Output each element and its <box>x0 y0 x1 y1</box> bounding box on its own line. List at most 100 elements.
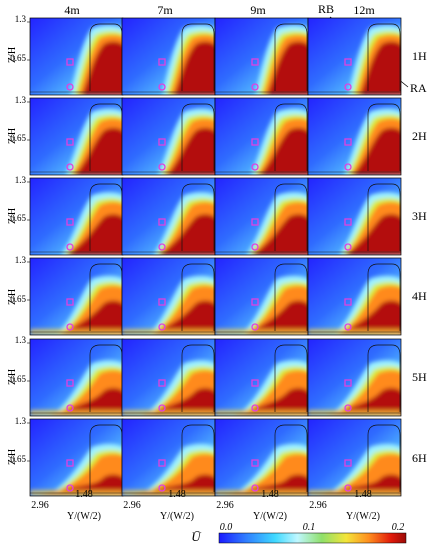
contour-panel <box>214 418 309 497</box>
square-marker <box>344 138 352 146</box>
x-axis-title: Y/(W/2) <box>67 511 101 522</box>
rib-outline <box>367 344 401 412</box>
rib-outline <box>89 263 123 331</box>
contour-panel <box>307 177 402 256</box>
x-tick-2-96: 2.96 <box>123 500 141 511</box>
x-axis-title: Y/(W/2) <box>253 511 287 522</box>
rib-outline <box>181 263 215 331</box>
rib-outline <box>181 23 215 91</box>
square-marker <box>66 218 74 226</box>
contour-panel <box>27 17 124 96</box>
square-marker <box>158 379 166 387</box>
circle-marker <box>158 404 166 412</box>
y-tick-1-3: 1.3 <box>15 416 27 426</box>
row-label-6h: 6H <box>412 451 427 465</box>
circle-marker <box>251 323 259 331</box>
panel-frame <box>307 418 402 497</box>
square-marker <box>344 58 352 66</box>
column-header-7m: 7m <box>157 3 173 17</box>
y-axis-title: Z/H <box>7 289 18 305</box>
contour-panel <box>121 418 216 497</box>
circle-marker <box>344 243 352 251</box>
y-tick-1-3: 1.3 <box>15 95 27 105</box>
rib-outline <box>89 424 123 492</box>
contour-panel <box>214 97 309 176</box>
row-label-5h: 5H <box>412 370 427 384</box>
y-tick-1-3: 1.3 <box>15 335 27 345</box>
contour-panel <box>214 17 309 96</box>
rib-outline <box>89 103 123 171</box>
circle-marker <box>158 163 166 171</box>
y-axis-labels: Z/H 1.3 0.65 Z/H 1.3 0.65 Z/H 1.3 0.65 Z… <box>7 14 27 465</box>
contour-panel <box>121 177 216 256</box>
x-tick-1-48: 1.48 <box>261 489 279 500</box>
rib-outline <box>274 23 308 91</box>
circle-marker <box>66 484 74 492</box>
colorbar-symbol: Ū <box>191 529 202 544</box>
contour-panel <box>307 338 402 417</box>
square-marker <box>344 218 352 226</box>
square-marker <box>251 459 259 467</box>
square-marker <box>66 298 74 306</box>
rib-outline <box>367 424 401 492</box>
contour-panel <box>27 97 124 176</box>
circle-marker <box>66 83 74 91</box>
row-label-2h: 2H <box>412 129 427 143</box>
contour-panel <box>214 338 309 417</box>
colorbar-gradient <box>218 532 407 544</box>
circle-marker <box>344 83 352 91</box>
contour-panel <box>307 17 402 96</box>
x-axis-title: Y/(W/2) <box>346 511 380 522</box>
square-marker <box>158 138 166 146</box>
panel-frame <box>307 177 402 256</box>
circle-marker <box>251 243 259 251</box>
y-axis-title: Z/H <box>7 128 18 144</box>
contour-panel <box>27 338 124 417</box>
rib-outline <box>274 183 308 251</box>
contour-panel <box>307 257 402 336</box>
x-tick-1-48: 1.48 <box>75 489 93 500</box>
column-header-12m: 12m <box>353 3 375 17</box>
circle-marker <box>66 323 74 331</box>
square-marker <box>158 58 166 66</box>
circle-marker <box>66 243 74 251</box>
rib-outline <box>181 183 215 251</box>
contour-panel <box>121 257 216 336</box>
rib-outline <box>367 183 401 251</box>
square-marker <box>251 218 259 226</box>
square-marker <box>251 298 259 306</box>
colorbar-tick-2: 0.2 <box>392 522 405 533</box>
x-axis-title: Y/(W/2) <box>160 511 194 522</box>
annotation-rb: RB <box>318 2 334 16</box>
square-marker <box>66 379 74 387</box>
square-marker <box>158 298 166 306</box>
rib-outline <box>89 183 123 251</box>
panel-frame <box>307 97 402 176</box>
contour-panel <box>27 177 124 256</box>
circle-marker <box>158 243 166 251</box>
circle-marker <box>66 404 74 412</box>
circle-marker <box>251 163 259 171</box>
circle-marker <box>158 83 166 91</box>
rib-outline <box>367 103 401 171</box>
square-marker <box>158 218 166 226</box>
circle-marker <box>344 404 352 412</box>
colorbar-tick-0: 0.0 <box>220 522 233 533</box>
square-marker <box>251 379 259 387</box>
contour-panel <box>27 418 124 497</box>
contour-panel <box>307 418 402 497</box>
rib-outline <box>181 103 215 171</box>
column-header-9m: 9m <box>250 3 266 17</box>
contour-panel <box>214 257 309 336</box>
panel-grid <box>27 17 402 497</box>
x-tick-1-48: 1.48 <box>354 489 372 500</box>
row-labels: 1H 2H 3H 4H 5H 6H <box>412 49 427 465</box>
contour-panel <box>214 177 309 256</box>
panel-frame <box>307 338 402 417</box>
y-axis-title: Z/H <box>7 369 18 385</box>
circle-marker <box>344 484 352 492</box>
y-tick-0-65: 0.65 <box>10 454 26 464</box>
y-axis-title: Z/H <box>7 47 18 63</box>
x-axis-labels: 2.96 1.48 Y/(W/2) 2.96 1.48 Y/(W/2) 2.96… <box>31 489 380 522</box>
square-marker <box>158 459 166 467</box>
